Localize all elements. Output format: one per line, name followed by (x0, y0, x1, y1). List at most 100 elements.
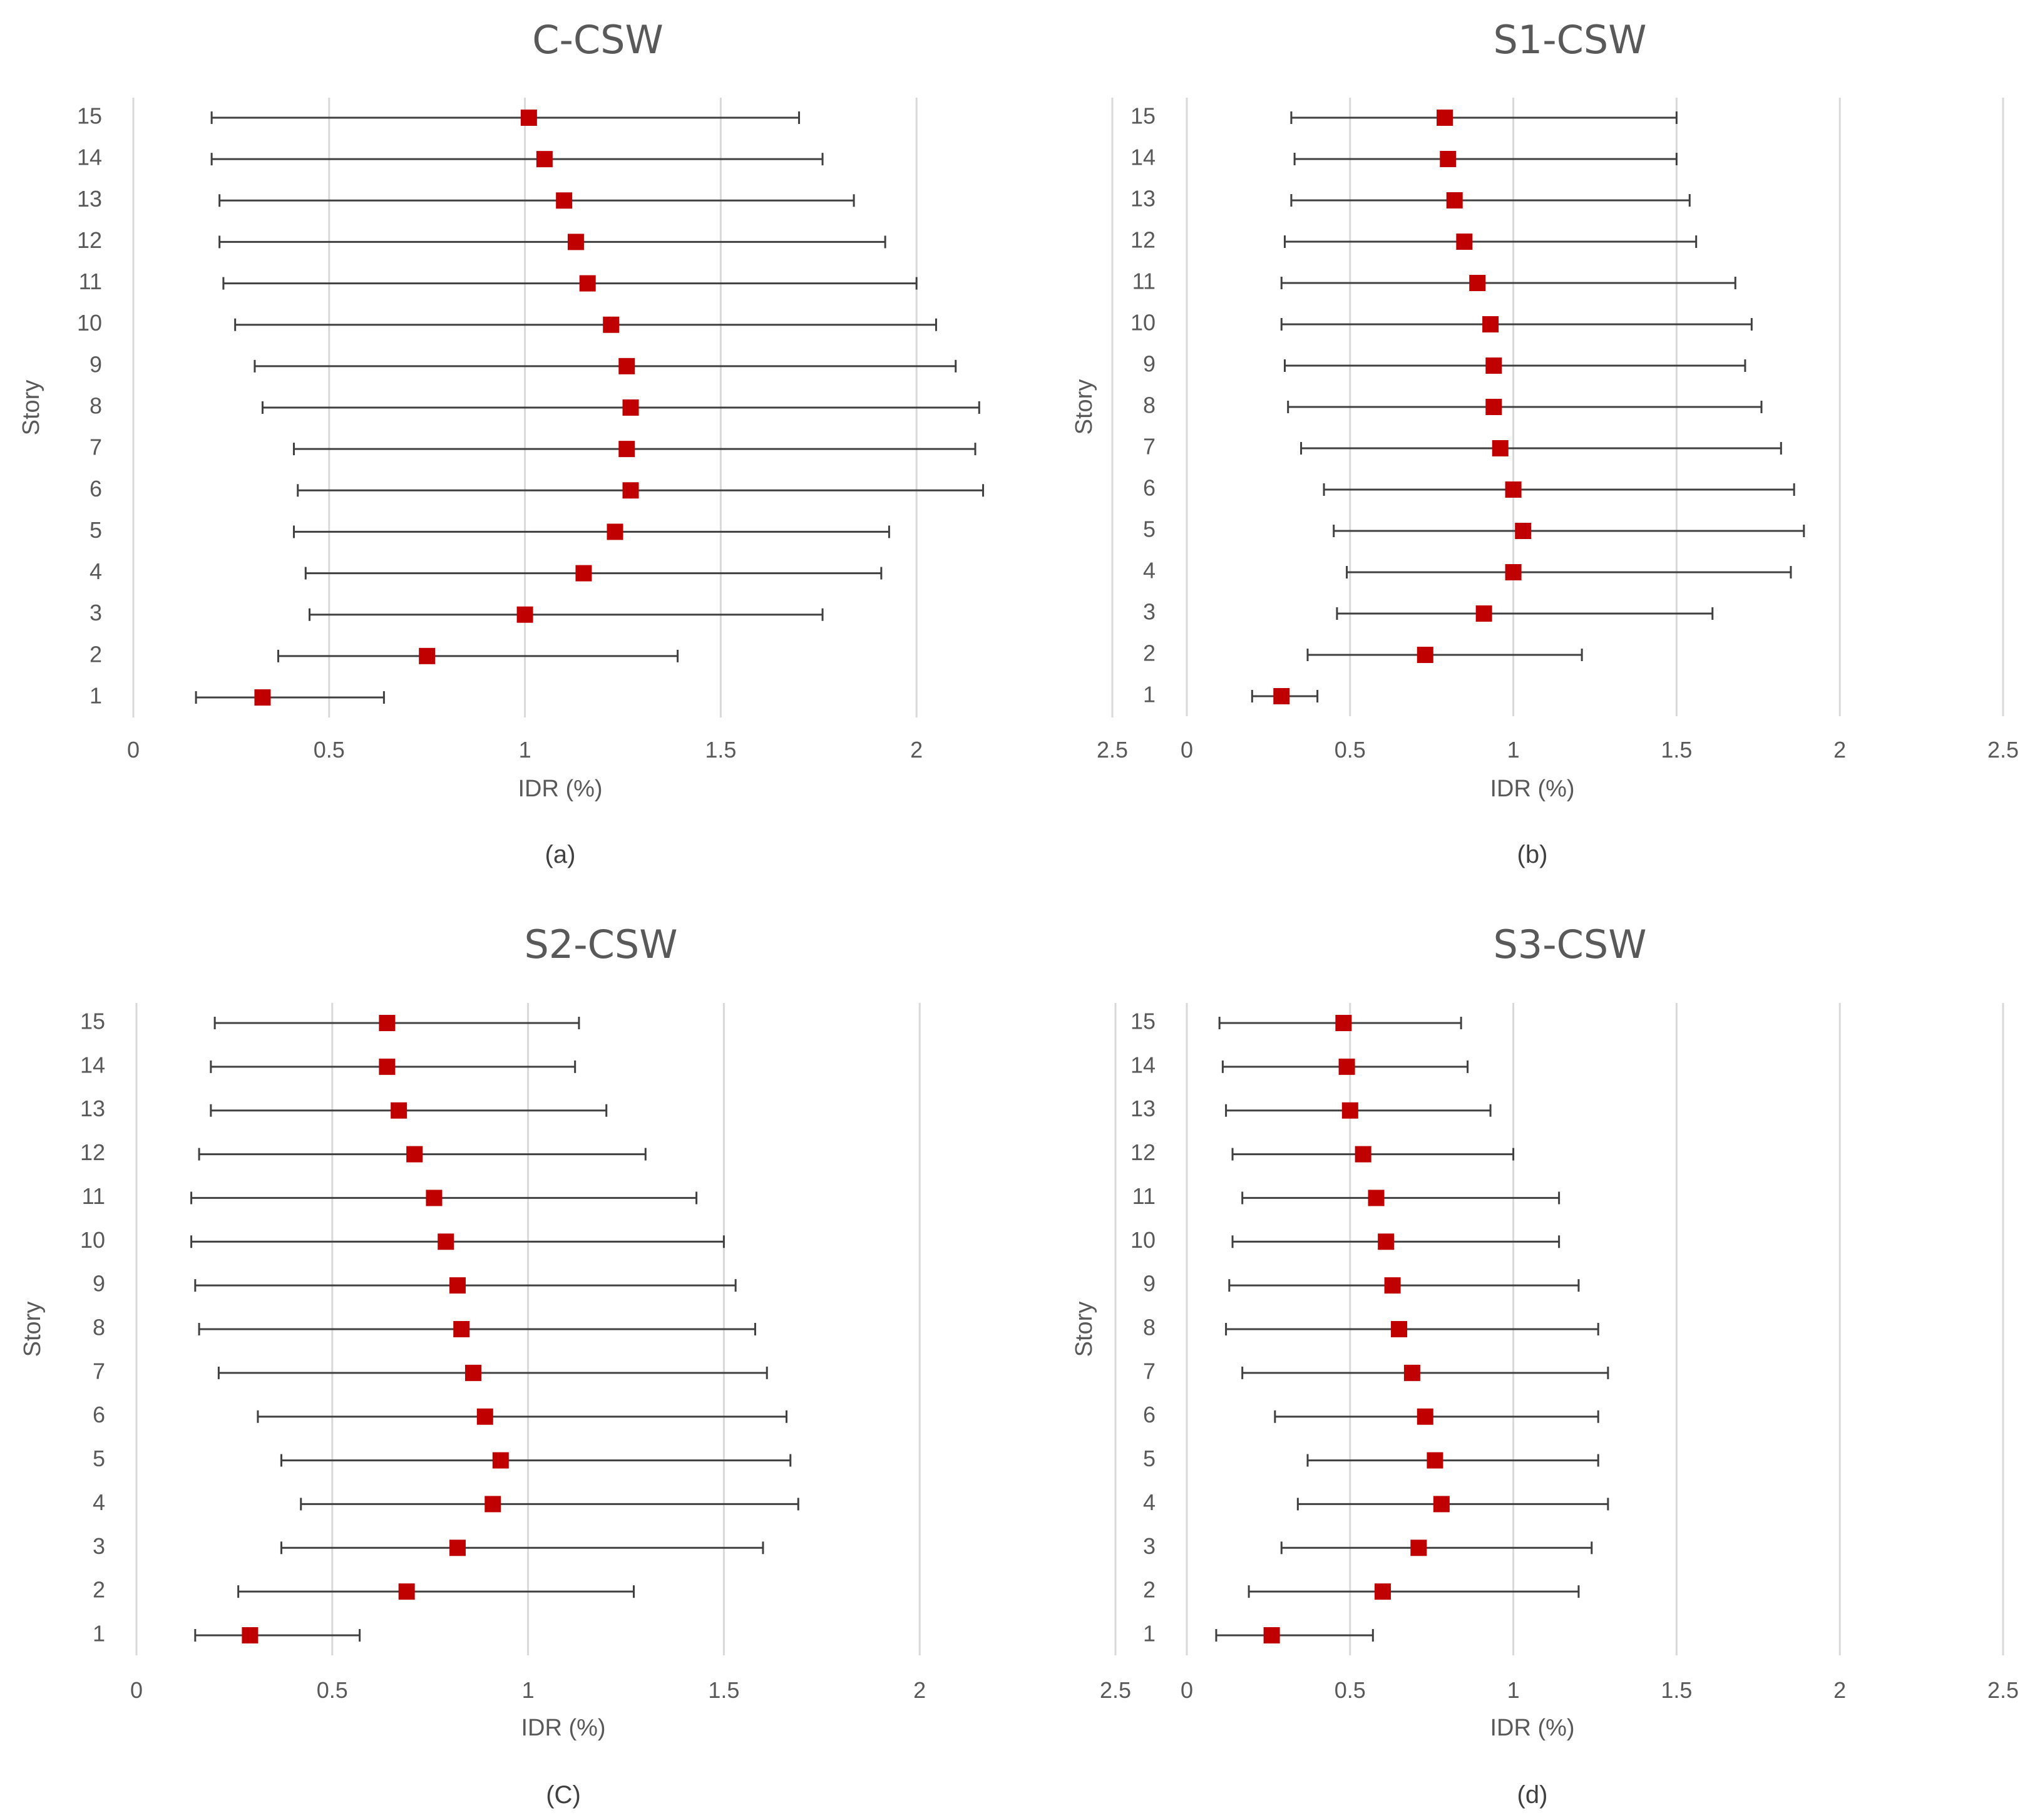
panel-b-y-tick-label: 5 (1143, 517, 1156, 542)
panel-d-mean-marker (1374, 1583, 1391, 1600)
panel-d-mean-marker (1338, 1058, 1355, 1075)
panel-d-x-tick-label: 1 (1507, 1677, 1520, 1703)
panel-b-mean-marker (1469, 275, 1486, 291)
panel-d-y-tick-label: 5 (1143, 1446, 1156, 1471)
panel-b-x-tick-label: 2 (1833, 737, 1846, 763)
panel-b-y-tick-label: 4 (1143, 558, 1156, 584)
panel-a-mean-marker (607, 523, 623, 540)
panel-d-mean-marker (1410, 1540, 1427, 1556)
panel-c-y-tick-label: 15 (80, 1009, 105, 1034)
panel-c-x-tick-label: 0.5 (317, 1677, 348, 1703)
panel-b-y-tick-label: 15 (1130, 103, 1156, 129)
panel-a-y-tick-label: 9 (90, 351, 102, 377)
panel-b-x-tick-label: 1 (1507, 737, 1520, 763)
panel-c-x-tick-label: 1.5 (708, 1677, 739, 1703)
panel-d-mean-marker (1341, 1102, 1358, 1119)
panel-a-y-tick-label: 15 (77, 103, 102, 129)
panel-d-x-tick-label: 0 (1181, 1677, 1193, 1703)
panel-a-x-tick-label: 0 (127, 737, 140, 763)
panel-a-x-tick-label: 2.5 (1097, 737, 1128, 763)
panel-a-y-tick-label: 10 (77, 310, 102, 336)
panel-a-x-axis-label: IDR (%) (518, 776, 602, 802)
panel-a-y-tick-label: 7 (90, 434, 102, 460)
panel-c-x-axis-label: IDR (%) (521, 1715, 605, 1741)
panel-a-y-tick-label: 8 (90, 393, 102, 419)
panel-b-x-axis-label: IDR (%) (1490, 776, 1574, 802)
panel-b-x-tick-label: 0.5 (1335, 737, 1366, 763)
panel-d-y-tick-label: 12 (1130, 1139, 1156, 1165)
panel-d-mean-marker (1378, 1233, 1395, 1250)
panel-d-mean-marker (1417, 1408, 1433, 1425)
panel-a-y-tick-label: 5 (90, 517, 102, 543)
panel-b-mean-marker (1492, 440, 1509, 456)
panel-d-y-tick-label: 1 (1143, 1621, 1156, 1647)
panel-d-y-tick-label: 15 (1130, 1009, 1156, 1034)
panel-d-y-tick-label: 10 (1130, 1227, 1156, 1253)
panel-a-mean-marker (579, 275, 596, 292)
panel-a-y-tick-label: 3 (90, 600, 102, 625)
panel-c-title: S2-CSW (524, 922, 677, 967)
panel-b-y-axis-label: Story (1071, 379, 1097, 435)
panel-c-y-tick-label: 7 (93, 1358, 105, 1384)
panel-c-mean-marker (242, 1627, 259, 1643)
panel-d-mean-marker (1403, 1364, 1420, 1381)
panel-b-mean-marker (1475, 605, 1492, 622)
panel-b-mean-marker (1417, 647, 1433, 663)
panel-b-mean-marker (1273, 688, 1290, 704)
panel-b-title: S1-CSW (1493, 17, 1646, 63)
panel-a-y-tick-label: 11 (79, 269, 102, 294)
panel-b-y-tick-label: 12 (1130, 227, 1156, 253)
panel-d-mean-marker (1335, 1015, 1352, 1031)
panel-c-mean-marker (449, 1277, 466, 1294)
panel-d-x-tick-label: 2 (1833, 1677, 1846, 1703)
panel-c-y-tick-label: 10 (80, 1227, 105, 1253)
panel-a-mean-marker (254, 689, 271, 706)
panel-d-mean-marker (1391, 1321, 1408, 1337)
panel-b-x-tick-label: 2.5 (1987, 737, 2019, 763)
panel-a-mean-marker (575, 565, 592, 582)
panel-a-y-tick-label: 4 (90, 558, 102, 584)
panel-c-y-tick-label: 1 (93, 1621, 105, 1647)
panel-c-y-tick-label: 11 (82, 1183, 105, 1209)
panel-a-y-axis-label: Story (18, 380, 44, 436)
panel-d-mean-marker (1427, 1452, 1443, 1469)
panel-a-x-tick-label: 1.5 (705, 737, 736, 763)
panel-b-mean-marker (1485, 399, 1502, 415)
panel-c-x-tick-label: 1 (522, 1677, 535, 1703)
panel-d-mean-marker (1433, 1496, 1450, 1513)
panel-d-mean-marker (1355, 1146, 1371, 1163)
panel-d-y-tick-label: 13 (1130, 1096, 1156, 1121)
panel-b-y-tick-label: 2 (1143, 640, 1156, 666)
panel-c-mean-marker (453, 1321, 470, 1337)
panel-b-y-tick-label: 9 (1143, 351, 1156, 377)
panel-a-title: C-CSW (532, 17, 664, 63)
panel-b-x-tick-label: 1.5 (1661, 737, 1692, 763)
panel-d-y-axis-label: Story (1071, 1302, 1097, 1357)
panel-c-y-tick-label: 13 (80, 1096, 105, 1121)
panel-b-mean-marker (1446, 192, 1463, 208)
panel-c-mean-marker (391, 1102, 407, 1119)
panel-b-mean-marker (1482, 316, 1499, 332)
panel-d-title: S3-CSW (1493, 922, 1646, 967)
panel-d-y-tick-label: 3 (1143, 1533, 1156, 1559)
panel-b-mean-marker (1505, 564, 1522, 580)
panel-b-x-tick-label: 0 (1181, 737, 1193, 763)
panel-c-y-tick-label: 12 (80, 1139, 105, 1165)
panel-a-mean-marker (536, 151, 553, 168)
panel-c-mean-marker (406, 1146, 423, 1163)
panel-b-mean-marker (1485, 357, 1502, 374)
panel-c-y-tick-label: 5 (93, 1446, 105, 1471)
panel-a-mean-marker (603, 316, 620, 333)
panel-c-y-tick-label: 6 (93, 1402, 105, 1427)
panel-b-y-tick-label: 10 (1130, 310, 1156, 336)
panel-a-y-tick-label: 6 (90, 476, 102, 501)
panel-d-y-tick-label: 9 (1143, 1271, 1156, 1297)
panel-c-y-tick-label: 2 (93, 1577, 105, 1603)
panel-d-y-tick-label: 11 (1132, 1183, 1156, 1209)
panel-a-mean-marker (520, 110, 537, 126)
panel-d-mean-marker (1384, 1277, 1401, 1294)
panel-a-x-tick-label: 2 (910, 737, 923, 763)
panel-a-mean-marker (419, 647, 436, 664)
panel-c-mean-marker (449, 1540, 466, 1556)
panel-d-x-tick-label: 0.5 (1335, 1677, 1366, 1703)
